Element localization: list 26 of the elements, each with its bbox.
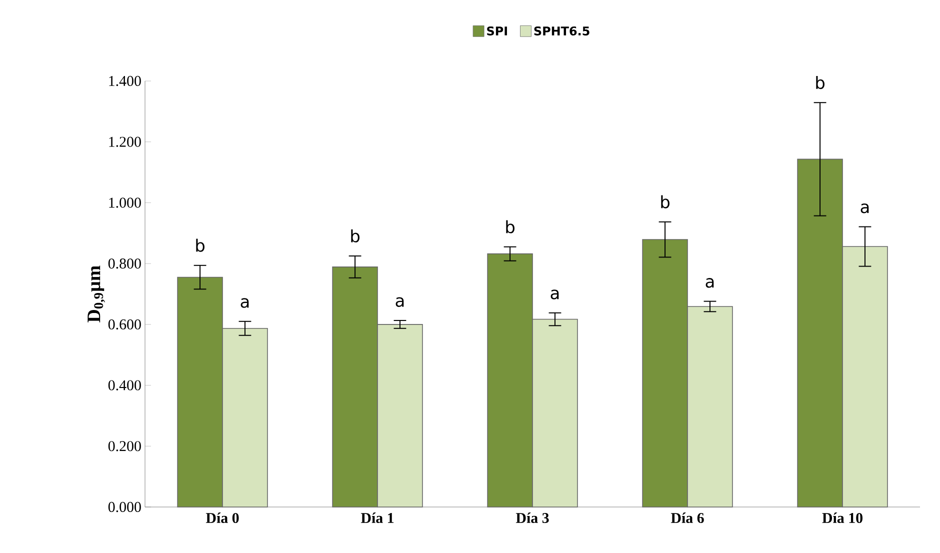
annotation: a (706, 278, 714, 288)
annotation: a (396, 297, 404, 307)
y-tick-label: 0.400 (108, 380, 141, 390)
y-tick-label: 1.200 (109, 136, 141, 147)
y-tick-label: 1.000 (109, 198, 141, 208)
x-tick-label: Día 10 (822, 512, 862, 524)
annotation: a (240, 298, 249, 308)
annotation: a (550, 290, 559, 300)
y-tick-label: 0.600 (108, 319, 141, 330)
y-tick-label: 0.800 (108, 258, 141, 269)
x-tick-label: Día 6 (670, 512, 704, 524)
annotation: b (661, 195, 670, 208)
annotation: a (860, 204, 869, 214)
legend-label: SPI (487, 26, 507, 36)
annotation: b (351, 229, 360, 242)
x-tick-label: Día 1 (360, 512, 394, 524)
annotation: b (506, 220, 514, 234)
y-axis-title: D$_{0,9}$µm (88, 266, 106, 322)
y-tick-label: 0.200 (108, 441, 141, 452)
y-tick-label: 1.400 (109, 76, 141, 86)
x-tick-label: Día 3 (516, 512, 549, 524)
annotation: b (816, 76, 824, 90)
legend-label: SPHT6.5 (534, 26, 590, 36)
y-tick-label: 0.000 (108, 502, 141, 512)
annotation: b (196, 238, 204, 252)
x-tick-label: Día 0 (206, 512, 239, 524)
